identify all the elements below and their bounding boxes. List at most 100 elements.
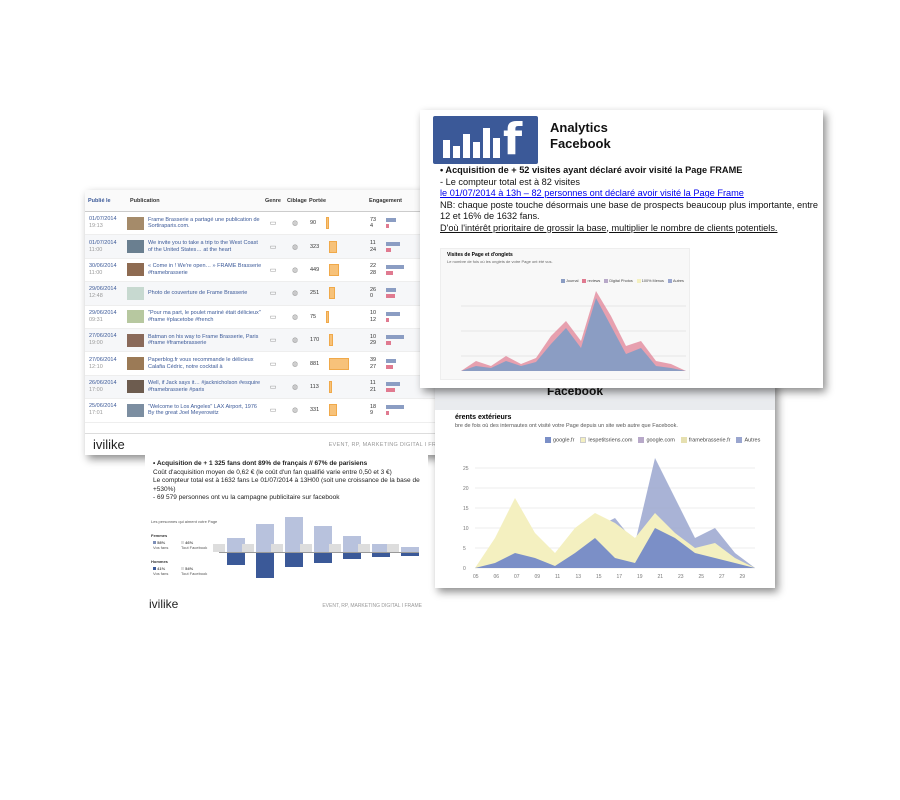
post-thumbnail[interactable] [127, 357, 144, 371]
visits-area [461, 291, 686, 371]
table-row[interactable]: 29/06/2014 12:48 Photo de couverture de F… [85, 282, 457, 306]
header-engagement: Engagement [369, 197, 403, 204]
genre-icon: ▭ [269, 266, 277, 274]
male-age-bar [256, 553, 274, 578]
post-text[interactable]: We invite you to take a trip to the West… [148, 240, 258, 253]
row-date: 29/06/2014 12:48 [89, 286, 117, 300]
post-thumbnail[interactable] [127, 333, 144, 347]
post-text[interactable]: Photo de couverture de Frame Brasserie [148, 290, 248, 297]
fans-line-4: - 69 579 personnes ont vu la campagne pu… [153, 494, 340, 501]
engagement-bar-clicks [386, 358, 397, 363]
post-text[interactable]: Paperblog.fr vous recommande le délicieu… [148, 357, 254, 370]
reach-bar [326, 217, 330, 230]
posts-table-card: Publié le Publication Genre Ciblage Port… [85, 190, 457, 455]
post-thumbnail[interactable] [127, 216, 144, 230]
row-date: 01/07/2014 19:13 [89, 216, 117, 230]
referrers-legend: google.fr lespetitsriens.com google.com … [545, 437, 775, 443]
analytics-link[interactable]: le 01/07/2014 à 13h – 82 personnes ont d… [440, 188, 744, 198]
reach-bar [326, 310, 330, 323]
male-age-bar [401, 553, 419, 556]
header-date[interactable]: Publié le [88, 197, 111, 204]
genre-icon: ▭ [269, 360, 277, 368]
post-thumbnail[interactable] [127, 286, 144, 300]
x-tick: 27 [719, 574, 725, 580]
post-text[interactable]: Frame Brasserie a partagé une publicatio… [148, 216, 260, 230]
table-row[interactable]: 27/06/2014 19:00 Batman on his way to Fra… [85, 328, 457, 353]
fans-text: • Acquisition de + 1 325 fans dont 89% d… [145, 455, 428, 508]
row-date: 30/06/2014 11:00 [89, 262, 117, 276]
row-date: 27/06/2014 19:00 [89, 333, 117, 347]
referrers-card: Facebook érents extérieurs bre de fois o… [435, 380, 775, 588]
hommes-pct: 41% [153, 566, 165, 571]
page-visits-chart: Visites de Page et d'onglets Le nombre d… [440, 248, 690, 380]
post-text[interactable]: Well, if Jack says it… #jacknicholson #e… [148, 380, 261, 393]
globe-icon: ◍ [291, 243, 299, 251]
reach-bar [328, 380, 332, 393]
y-tick: 0 [463, 566, 466, 572]
x-tick: 25 [699, 574, 705, 580]
engagement-bar-likes [386, 341, 392, 346]
reach-bar [329, 357, 350, 370]
table-row[interactable]: 25/06/2014 17:01 "Welcome to Los Angeles"… [85, 399, 457, 423]
post-thumbnail[interactable] [127, 380, 144, 394]
legend-autres: Autres [736, 437, 760, 443]
engagement-bar-clicks [386, 218, 397, 223]
engagement-values: 39 27 [370, 357, 377, 370]
table-row[interactable]: 01/07/2014 19:13 Frame Brasserie a partag… [85, 212, 457, 236]
hommes-label: Hommes [151, 559, 168, 564]
area-reviews [461, 291, 686, 371]
analytics-line-5: D'où l'intérêt prioritaire de grossir la… [440, 222, 778, 233]
engagement-values: 22 28 [370, 263, 377, 276]
row-date: 01/07/2014 11:00 [89, 239, 117, 253]
table-row[interactable]: 26/06/2014 17:00 Well, if Jack says it… #… [85, 375, 457, 400]
table-row[interactable]: 01/07/2014 11:00 We invite you to take a … [85, 235, 457, 259]
table-body: 01/07/2014 19:13 Frame Brasserie a partag… [85, 212, 457, 423]
post-text[interactable]: "Welcome to Los Angeles" LAX Airport, 19… [148, 403, 257, 417]
genre-icon: ▭ [269, 383, 277, 391]
header-portee: Portée [309, 197, 327, 204]
legend-google-fr: google.fr [545, 437, 574, 443]
post-text[interactable]: Batman on his way to Frame Brasserie, Pa… [148, 333, 259, 347]
visits-chart-subtitle: Le nombre de fois où les onglets de votr… [447, 259, 553, 264]
reach-value: 331 [310, 407, 320, 414]
analytics-line-4: NB: chaque poste touche désormais une ba… [440, 199, 818, 222]
engagement-bar-clicks [386, 288, 397, 293]
x-tick: 05 [473, 574, 479, 580]
table-row[interactable]: 30/06/2014 11:00 « Come in ! We're open… … [85, 259, 457, 283]
header-genre: Genre [265, 197, 281, 204]
reach-bar [329, 404, 337, 417]
post-thumbnail[interactable] [127, 310, 144, 324]
post-text[interactable]: "Pour ma part, le poulet mariné était dé… [148, 310, 261, 323]
table-header: Publié le Publication Genre Ciblage Port… [85, 190, 457, 212]
male-age-bar [227, 553, 245, 565]
male-age-bar [343, 553, 361, 559]
female-age-bar [285, 517, 303, 552]
post-thumbnail[interactable] [127, 403, 144, 417]
engagement-bar-clicks [386, 335, 405, 340]
engagement-values: 18 9 [370, 403, 377, 417]
post-text[interactable]: « Come in ! We're open… » FRAME Brasseri… [148, 263, 262, 276]
table-row[interactable]: 29/06/2014 09:31 "Pour ma part, le poulet… [85, 306, 457, 329]
genre-icon: ▭ [269, 290, 277, 298]
y-tick: 25 [463, 466, 469, 472]
engagement-bar-likes [386, 364, 394, 369]
engagement-bar-likes [386, 247, 392, 252]
hommes-fb-pct: 54% [181, 566, 193, 571]
post-thumbnail[interactable] [127, 240, 144, 254]
table-row[interactable]: 27/06/2014 12:10 Paperblog.fr vous recomm… [85, 352, 457, 376]
legend-google-com: google.com [638, 437, 675, 443]
engagement-bar-clicks [386, 241, 401, 246]
reach-value: 75 [310, 313, 317, 320]
hommes-vos-fans: Vos fans [153, 571, 169, 576]
globe-icon: ◍ [291, 360, 299, 368]
x-tick: 13 [576, 574, 582, 580]
hommes-tout-fb: Tout Facebook [181, 571, 208, 576]
globe-icon: ◍ [291, 266, 299, 274]
ivilike-logo-2: ivilike [149, 597, 179, 611]
engagement-values: 10 29 [370, 333, 377, 347]
post-thumbnail[interactable] [127, 263, 144, 277]
femmes-vos-fans: Vos fans [153, 545, 169, 550]
genre-icon: ▭ [269, 243, 277, 251]
genre-icon: ▭ [269, 337, 277, 345]
